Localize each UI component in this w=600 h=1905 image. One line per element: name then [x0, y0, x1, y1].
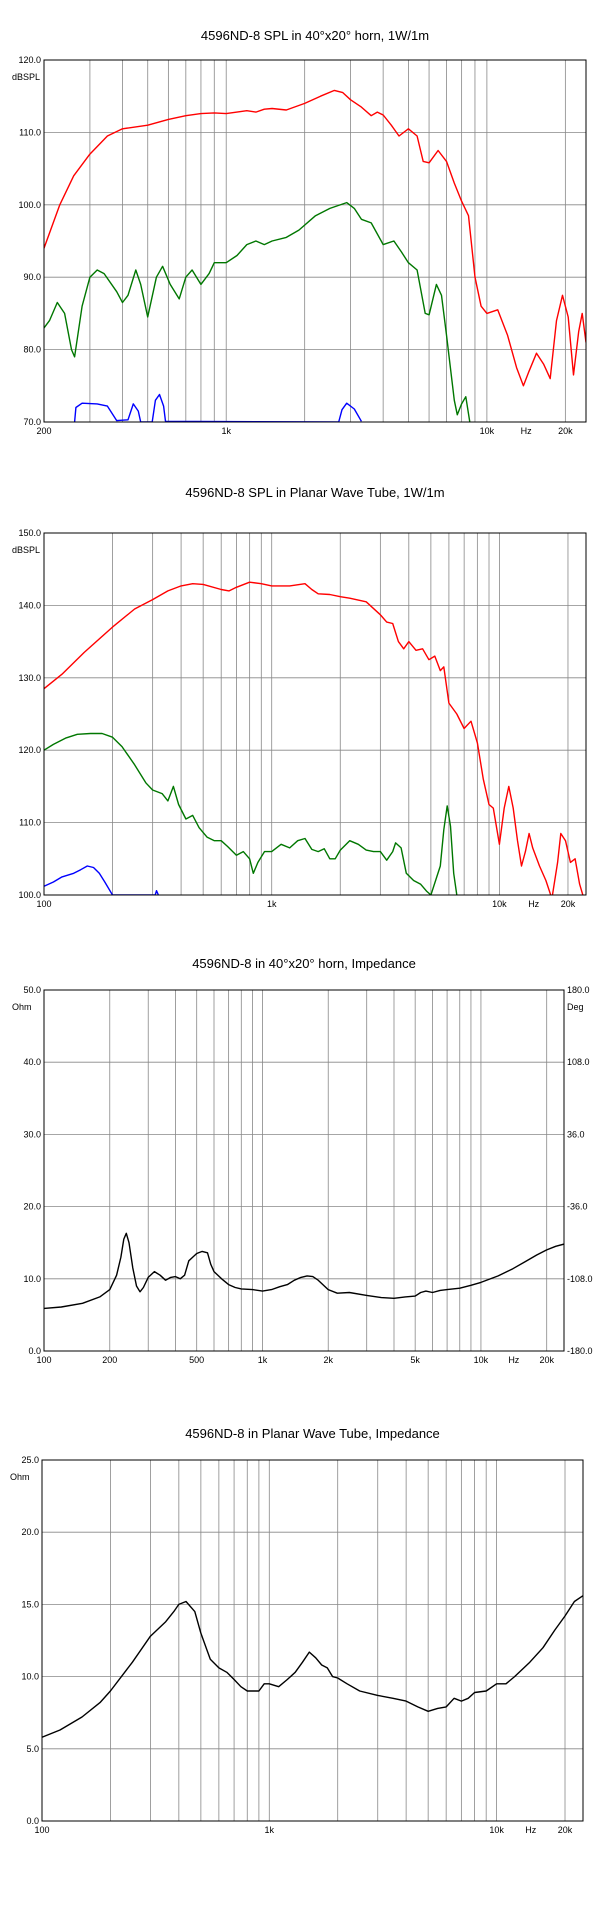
y2-tick-label: -108.0 — [567, 1274, 593, 1284]
y-tick-label: 30.0 — [23, 1129, 41, 1139]
x-tick-label: 20k — [558, 1825, 573, 1835]
x-tick-label: 20k — [561, 899, 576, 909]
y2-tick-label: -180.0 — [567, 1346, 593, 1356]
x-tick-label: 20k — [558, 426, 573, 436]
chart-svg: 4596ND-8 in 40°x20° horn, Impedance0.010… — [12, 956, 593, 1365]
x-tick-label: 100 — [36, 1355, 51, 1365]
grid — [43, 59, 586, 423]
y-tick-label: 130.0 — [18, 673, 41, 683]
y-tick-label: 20.0 — [21, 1527, 39, 1537]
y-tick-label: 110.0 — [19, 818, 41, 828]
x-tick-label: 100 — [34, 1825, 49, 1835]
x-tick-label: 10k — [489, 1825, 504, 1835]
series-line-0 — [44, 581, 584, 895]
plot-frame — [43, 532, 587, 896]
x-tick-label: 10k — [492, 899, 507, 909]
chart-spl-planar-wave-tube: 4596ND-8 SPL in Planar Wave Tube, 1W/1m 1… — [0, 475, 600, 915]
y-tick-label: 100.0 — [18, 200, 41, 210]
series-group — [44, 89, 586, 422]
y-axis-label: dBSPL — [12, 72, 40, 82]
x-axis-label: Hz — [525, 1825, 536, 1835]
x-tick-label: 20k — [539, 1355, 554, 1365]
x-tick-label: 1k — [265, 1825, 275, 1835]
x-tick-label: 10k — [480, 426, 495, 436]
y2-tick-label: -36.0 — [567, 1202, 588, 1212]
x-axis-label: Hz — [521, 426, 532, 436]
chart-title: 4596ND-8 in Planar Wave Tube, Impedance — [185, 1426, 440, 1441]
series-line-2 — [73, 393, 363, 422]
plot-frame — [43, 59, 587, 423]
series-group — [44, 1232, 564, 1310]
y-axis-label: Ohm — [10, 1472, 30, 1482]
y-tick-label: 50.0 — [23, 985, 41, 995]
y2-tick-label: 108.0 — [567, 1057, 590, 1067]
x-tick-label: 200 — [36, 426, 51, 436]
y-tick-label: 10.0 — [21, 1672, 39, 1682]
y-axis-label: Ohm — [12, 1002, 32, 1012]
chart-svg: 4596ND-8 SPL in 40°x20° horn, 1W/1m 70.0 8… — [12, 28, 587, 436]
plot-frame — [43, 989, 565, 1352]
series-line-0 — [44, 89, 586, 387]
y-tick-label: 90.0 — [23, 272, 41, 282]
y-tick-label: 70.0 — [23, 417, 41, 427]
chart-svg: 4596ND-8 in Planar Wave Tube, Impedance 0… — [10, 1426, 584, 1835]
y-tick-label: 120.0 — [18, 55, 41, 65]
plot-frame — [41, 1459, 584, 1822]
x-tick-label: 100 — [36, 899, 51, 909]
chart-svg: 4596ND-8 SPL in Planar Wave Tube, 1W/1m 1… — [12, 485, 587, 909]
chart-impedance-planar-wave-tube: 4596ND-8 in Planar Wave Tube, Impedance 0… — [0, 1420, 600, 1860]
y2-tick-label: 180.0 — [567, 985, 590, 995]
series-line-1 — [44, 732, 458, 895]
grid — [41, 1459, 583, 1822]
series-group — [42, 1595, 583, 1738]
series-line-2 — [44, 865, 160, 895]
series-line-1 — [44, 201, 471, 422]
y2-axis-label: Deg — [567, 1002, 584, 1012]
x-tick-label: 1k — [267, 899, 277, 909]
x-tick-label: 10k — [474, 1355, 489, 1365]
x-tick-label: 1k — [221, 426, 231, 436]
y-tick-label: 5.0 — [26, 1744, 39, 1754]
chart-title: 4596ND-8 SPL in Planar Wave Tube, 1W/1m — [185, 485, 444, 500]
y-tick-label: 20.0 — [23, 1202, 41, 1212]
series-line-0 — [44, 1232, 564, 1310]
y-tick-label: 25.0 — [21, 1455, 39, 1465]
y-tick-label: 0.0 — [28, 1346, 41, 1356]
x-tick-label: 200 — [102, 1355, 117, 1365]
y-tick-label: 100.0 — [18, 890, 41, 900]
y-tick-label: 140.0 — [18, 600, 41, 610]
x-tick-label: 5k — [410, 1355, 420, 1365]
y-axis-label: dBSPL — [12, 545, 40, 555]
chart-impedance-horn: 4596ND-8 in 40°x20° horn, Impedance 0.0 10… — [0, 950, 600, 1390]
x-tick-label: 2k — [323, 1355, 333, 1365]
x-tick-label: 1k — [258, 1355, 268, 1365]
x-axis-label: Hz — [508, 1355, 519, 1365]
grid — [43, 989, 564, 1352]
x-tick-label: 500 — [189, 1355, 204, 1365]
y-tick-label: 150.0 — [18, 528, 41, 538]
y2-tick-label: 36.0 — [567, 1129, 585, 1139]
y-tick-label: 10.0 — [23, 1274, 41, 1284]
chart-title: 4596ND-8 SPL in 40°x20° horn, 1W/1m — [201, 28, 429, 43]
y-tick-label: 15.0 — [21, 1599, 39, 1609]
y-tick-label: 0.0 — [26, 1816, 39, 1826]
series-line-0 — [42, 1595, 583, 1738]
chart-title: 4596ND-8 in 40°x20° horn, Impedance — [192, 956, 416, 971]
chart-spl-horn: 4596ND-8 SPL in 40°x20° horn, 1W/1m 70.0 8… — [0, 0, 600, 440]
grid — [43, 532, 586, 896]
x-axis-label: Hz — [528, 899, 539, 909]
y-tick-label: 120.0 — [18, 745, 41, 755]
y-tick-label: 40.0 — [23, 1057, 41, 1067]
y-tick-label: 80.0 — [23, 345, 41, 355]
series-group — [44, 581, 584, 895]
y-tick-label: 110.0 — [19, 127, 41, 137]
